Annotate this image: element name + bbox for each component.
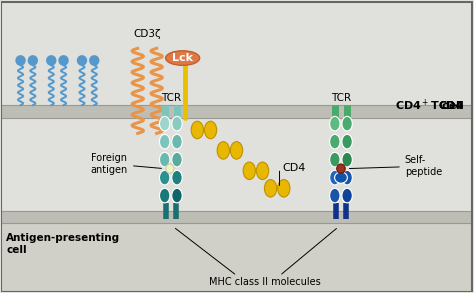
Text: CD4: CD4 bbox=[438, 101, 464, 111]
Ellipse shape bbox=[204, 121, 217, 139]
Ellipse shape bbox=[329, 116, 340, 131]
Circle shape bbox=[27, 55, 38, 66]
Ellipse shape bbox=[278, 180, 290, 197]
Ellipse shape bbox=[217, 142, 229, 159]
Ellipse shape bbox=[191, 121, 203, 139]
Text: Self-
peptide: Self- peptide bbox=[349, 155, 442, 177]
Text: TCR: TCR bbox=[331, 93, 351, 103]
Ellipse shape bbox=[172, 152, 182, 167]
Ellipse shape bbox=[264, 180, 277, 197]
Text: CD4: CD4 bbox=[282, 163, 305, 173]
Text: TCR: TCR bbox=[161, 93, 181, 103]
Ellipse shape bbox=[159, 116, 170, 131]
Ellipse shape bbox=[342, 152, 352, 167]
Text: CD4: CD4 bbox=[438, 101, 464, 111]
Ellipse shape bbox=[230, 142, 243, 159]
Text: Lck: Lck bbox=[172, 53, 193, 63]
Text: CD4$^+$T cell: CD4$^+$T cell bbox=[395, 98, 465, 113]
Ellipse shape bbox=[329, 188, 340, 203]
Ellipse shape bbox=[165, 51, 200, 65]
Text: Antigen-presenting
cell: Antigen-presenting cell bbox=[6, 233, 120, 255]
Bar bbox=[0, 223, 474, 292]
Ellipse shape bbox=[335, 172, 347, 183]
Ellipse shape bbox=[243, 162, 255, 180]
Circle shape bbox=[46, 55, 56, 66]
Circle shape bbox=[77, 55, 87, 66]
Ellipse shape bbox=[172, 116, 182, 131]
Circle shape bbox=[58, 55, 69, 66]
Ellipse shape bbox=[256, 162, 269, 180]
Ellipse shape bbox=[172, 188, 182, 203]
Ellipse shape bbox=[172, 170, 182, 185]
Ellipse shape bbox=[159, 134, 170, 149]
Ellipse shape bbox=[329, 134, 340, 149]
Text: MHC class II molecules: MHC class II molecules bbox=[210, 277, 321, 287]
Ellipse shape bbox=[166, 164, 174, 173]
Ellipse shape bbox=[337, 164, 345, 173]
Ellipse shape bbox=[159, 188, 170, 203]
Ellipse shape bbox=[159, 170, 170, 185]
Ellipse shape bbox=[329, 152, 340, 167]
Ellipse shape bbox=[172, 134, 182, 149]
Ellipse shape bbox=[342, 170, 352, 185]
Circle shape bbox=[15, 55, 26, 66]
Circle shape bbox=[89, 55, 100, 66]
Text: CD3ζ: CD3ζ bbox=[133, 29, 161, 39]
Ellipse shape bbox=[159, 152, 170, 167]
Bar bbox=[0, 105, 474, 117]
Ellipse shape bbox=[342, 116, 352, 131]
Bar bbox=[0, 211, 474, 223]
Ellipse shape bbox=[342, 188, 352, 203]
Ellipse shape bbox=[329, 170, 340, 185]
Ellipse shape bbox=[342, 134, 352, 149]
Text: Foreign
antigen: Foreign antigen bbox=[91, 153, 162, 175]
